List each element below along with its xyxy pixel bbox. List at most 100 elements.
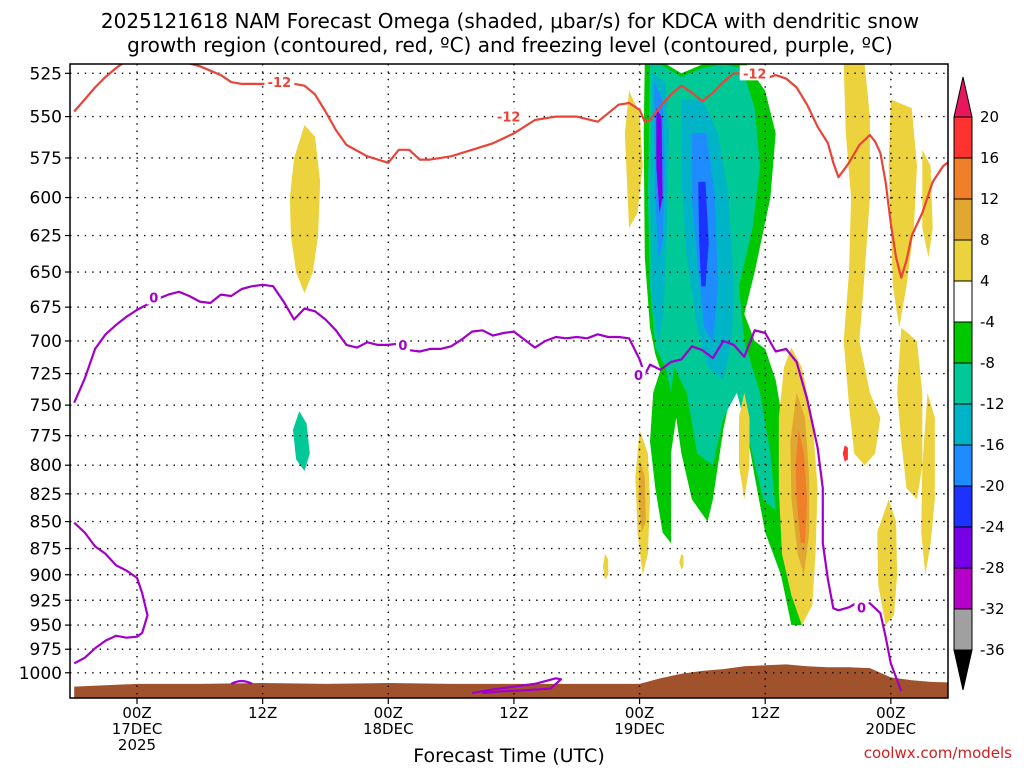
x-tick-label: 00Z xyxy=(122,704,151,722)
plot-frame xyxy=(69,63,949,699)
x-tick-label: 00Z xyxy=(876,704,905,722)
x-tick-label: 2025 xyxy=(118,736,156,754)
contour-label-dgz: -12 xyxy=(268,76,292,91)
omega-pos-4-f xyxy=(843,64,881,466)
y-tick-label: 650 xyxy=(30,263,62,283)
omega-pos-4-b xyxy=(624,90,643,229)
colorbar-bin xyxy=(953,567,973,610)
colorbar-bin xyxy=(953,485,973,528)
y-tick-label: 925 xyxy=(30,591,62,611)
colorbar-bin xyxy=(953,608,973,651)
colorbar-label: -36 xyxy=(980,641,1005,659)
colorbar-bin xyxy=(953,321,973,364)
omega-pos-4-i xyxy=(877,499,898,626)
contour-label-bg xyxy=(854,599,869,615)
credit-text: coolwx.com/models xyxy=(864,744,1012,762)
x-tick-label: 17DEC xyxy=(112,720,163,738)
contour-label-bg xyxy=(631,366,646,382)
colorbar-label: -12 xyxy=(980,395,1005,413)
contours xyxy=(73,64,948,695)
contour-label-bg xyxy=(493,108,524,124)
colorbar-bin xyxy=(953,198,973,241)
colorbar-label: -20 xyxy=(980,477,1005,495)
x-axis-label: Forecast Time (UTC) xyxy=(413,745,604,767)
y-tick-label: 800 xyxy=(30,456,62,476)
omega-pos-4-h xyxy=(897,327,923,500)
colorbar-label: 4 xyxy=(980,272,990,290)
colorbar-label: -16 xyxy=(980,436,1005,454)
y-tick-label: 900 xyxy=(30,566,62,586)
y-tick-label: 550 xyxy=(30,108,62,128)
y-tick-label: 750 xyxy=(30,396,62,416)
contour-labels: -12 -12 -12 0 0 0 0 xyxy=(146,65,869,616)
contour-label-freezing: 0 xyxy=(857,601,866,616)
x-tick-label: 00Z xyxy=(625,704,654,722)
y-tick-label: 725 xyxy=(30,365,62,385)
colorbar-bin xyxy=(953,444,973,487)
colorbar-bottom-arrow xyxy=(953,649,973,691)
omega-pos-4-e xyxy=(739,392,750,500)
x-tick-label: 12Z xyxy=(499,704,528,722)
omega-pos-4-n xyxy=(679,553,684,570)
colorbar-top-arrow xyxy=(953,76,973,118)
colorbar-bin xyxy=(953,280,973,323)
colorbar-label: -4 xyxy=(980,313,995,331)
contour-label-dgz: -12 xyxy=(743,67,767,82)
y-tick-label: 700 xyxy=(30,332,62,352)
y-tick-label: 825 xyxy=(30,485,62,505)
colorbar-bin xyxy=(953,403,973,446)
contour-label-bg xyxy=(739,65,770,81)
omega-pos-4-j xyxy=(922,149,933,258)
x-tick-label: 18DEC xyxy=(363,720,414,738)
y-axis: 525 550 575 600 625 650 675 700 725 750 775 800 825 8… xyxy=(19,64,70,684)
colorbar-bin xyxy=(953,526,973,569)
omega-pos-4-m xyxy=(602,553,609,580)
y-tick-label: 775 xyxy=(30,427,62,447)
colorbar-label: -24 xyxy=(980,518,1005,536)
y-tick-label: 950 xyxy=(30,616,62,636)
contour-label-freezing: 0 xyxy=(149,291,158,306)
omega-neg-20-a xyxy=(698,181,709,287)
colorbar-bin xyxy=(953,362,973,405)
contour-label-freezing: 0 xyxy=(634,369,643,384)
chart-title-line1: 2025121618 NAM Forecast Omega (shaded, μ… xyxy=(101,9,919,33)
plot-area: -12 -12 -12 0 0 0 0 xyxy=(69,63,949,699)
colorbar-label: -32 xyxy=(980,600,1005,618)
contour-label-bg xyxy=(395,336,410,352)
colorbar: 20 16 12 8 4 -4 -8 -12 -16 -20 -24 -28 -32 -36 xyxy=(953,76,1005,691)
chart-title-line2: growth region (contoured, red, ºC) and f… xyxy=(127,33,893,57)
x-tick-label: 00Z xyxy=(374,704,403,722)
freezing-level-contour xyxy=(73,283,903,692)
contour-label-dgz: -12 xyxy=(497,111,521,126)
contour-label-bg xyxy=(146,289,161,305)
x-tick-label: 12Z xyxy=(248,704,277,722)
freezing-surface-blip-contour xyxy=(230,680,253,685)
omega-neg-24-a xyxy=(656,108,663,213)
colorbar-bin xyxy=(953,157,973,200)
omega-pos-8-c xyxy=(638,459,646,533)
omega-pos-4-a xyxy=(289,125,321,294)
omega-neg-8-a xyxy=(293,411,310,471)
colorbar-bin xyxy=(953,116,973,159)
colorbar-label: 20 xyxy=(980,108,999,126)
x-tick-label: 20DEC xyxy=(866,720,917,738)
omega-pos-4-l xyxy=(921,392,935,575)
y-tick-label: 675 xyxy=(30,298,62,318)
contour-label-bg xyxy=(264,74,295,90)
y-tick-label: 525 xyxy=(30,64,62,84)
y-tick-label: 975 xyxy=(30,640,62,660)
omega-pos-16-o xyxy=(842,445,848,462)
freezing-surface-contour xyxy=(471,677,563,695)
contour-label-freezing: 0 xyxy=(398,339,407,354)
freezing-low-left-contour xyxy=(73,521,149,665)
y-tick-label: 600 xyxy=(30,189,62,209)
dgz-minus12-contour xyxy=(73,64,948,279)
x-tick-label: 12Z xyxy=(751,704,780,722)
omega-pos-4-g xyxy=(888,99,917,328)
y-tick-label: 1000 xyxy=(19,664,62,684)
grid xyxy=(70,64,948,698)
y-tick-label: 875 xyxy=(30,540,62,560)
omega-shading xyxy=(289,64,935,626)
